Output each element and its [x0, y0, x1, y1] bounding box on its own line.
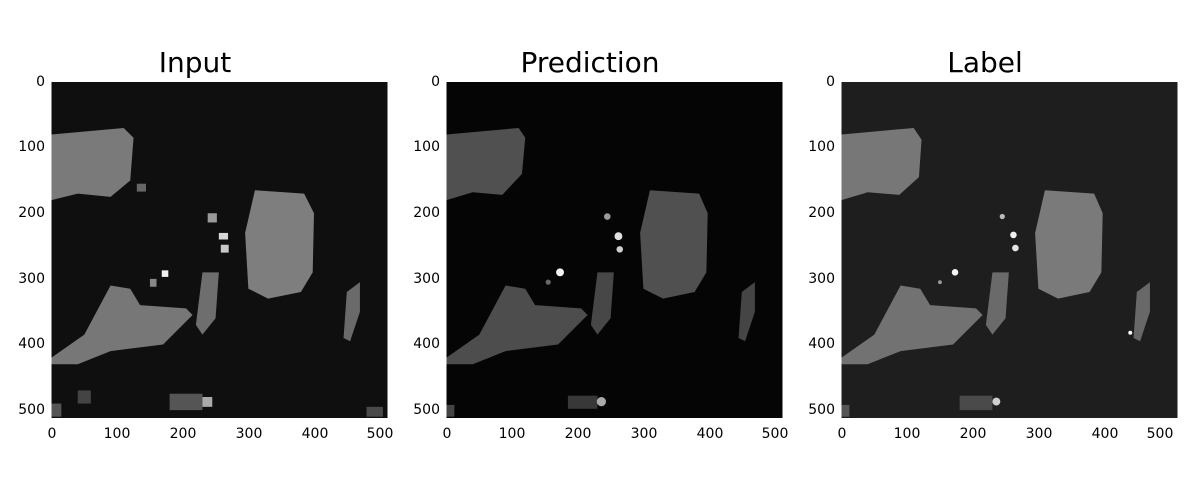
panel-title-input: Input: [158, 46, 232, 79]
x-tick-label: 300: [1025, 426, 1053, 442]
x-tick-label: 200: [564, 426, 592, 442]
panel-label: Label 0 100 200 300 400 500 0 100 200 30…: [790, 0, 1180, 500]
prediction-image-svg: [446, 82, 783, 418]
x-tick-label: 100: [893, 426, 921, 442]
y-tick-label: 100: [808, 139, 835, 155]
x-tick-label: 500: [366, 426, 394, 442]
x-tick-label: 100: [498, 426, 526, 442]
y-tick-label: 500: [413, 402, 440, 418]
y-tick-label: 0: [431, 74, 440, 90]
image-prediction: [446, 82, 783, 418]
label-image-svg: [841, 82, 1178, 418]
y-tick-label: 0: [826, 74, 835, 90]
input-image-svg: [51, 82, 388, 418]
image-label: [841, 82, 1178, 418]
y-tick-label: 500: [808, 402, 835, 418]
y-tick-label: 400: [808, 336, 835, 352]
panel-title-prediction: Prediction: [520, 46, 660, 79]
y-tick-label: 200: [413, 205, 440, 221]
y-tick-label: 100: [18, 139, 45, 155]
y-tick-label: 400: [413, 336, 440, 352]
x-tick-label: 0: [47, 426, 57, 442]
x-tick-label: 400: [301, 426, 329, 442]
image-input: [51, 82, 388, 418]
panel-title-label: Label: [947, 46, 1023, 79]
x-tick-label: 400: [696, 426, 724, 442]
x-tick-label: 400: [1091, 426, 1119, 442]
y-tick-label: 200: [808, 205, 835, 221]
y-tick-label: 200: [18, 205, 45, 221]
x-tick-label: 500: [761, 426, 789, 442]
panel-prediction: Prediction 0 100 200 300 400 500 0 100 2…: [395, 0, 788, 500]
y-tick-label: 0: [36, 74, 45, 90]
panel-input: Input 0 100: [0, 0, 393, 500]
x-tick-label: 300: [235, 426, 263, 442]
x-tick-label: 500: [1146, 426, 1174, 442]
y-tick-label: 300: [808, 271, 835, 287]
x-tick-label: 200: [959, 426, 987, 442]
x-tick-label: 0: [837, 426, 847, 442]
x-tick-label: 0: [442, 426, 452, 442]
x-tick-label: 300: [630, 426, 658, 442]
x-tick-label: 100: [103, 426, 131, 442]
y-tick-label: 500: [18, 402, 45, 418]
y-tick-label: 300: [413, 271, 440, 287]
y-tick-label: 300: [18, 271, 45, 287]
y-tick-label: 100: [413, 139, 440, 155]
x-tick-label: 200: [169, 426, 197, 442]
y-tick-label: 400: [18, 336, 45, 352]
